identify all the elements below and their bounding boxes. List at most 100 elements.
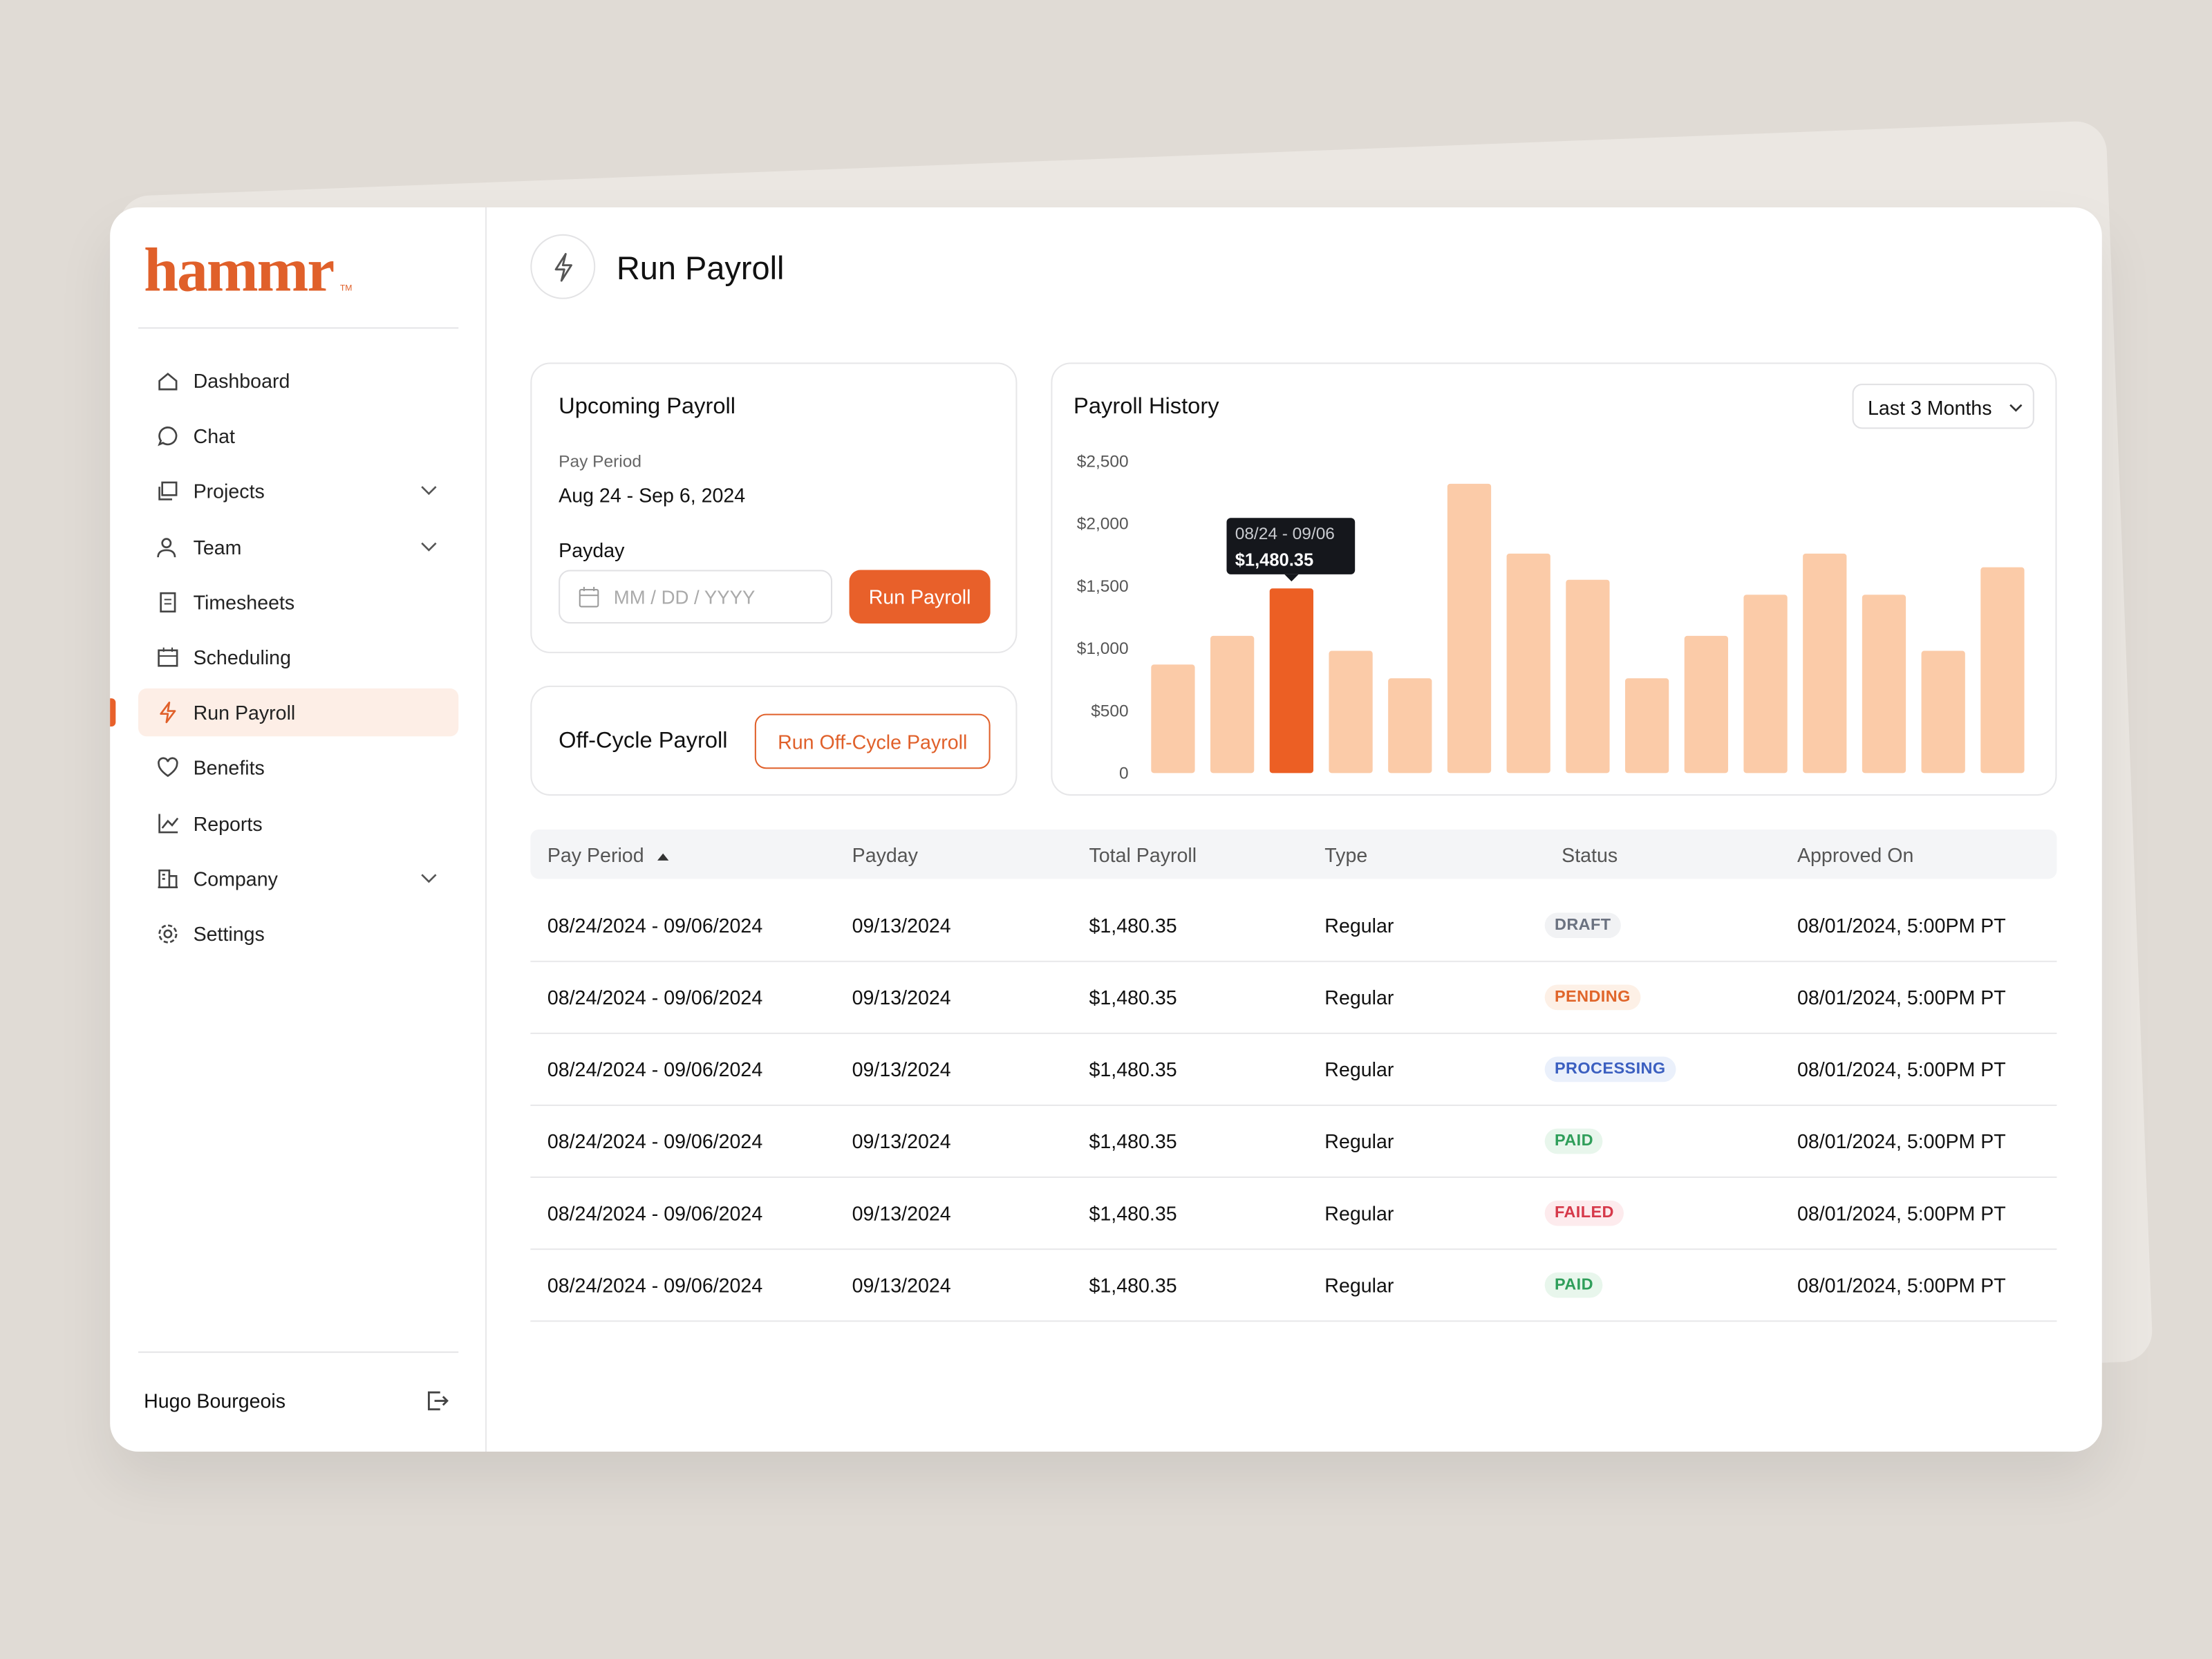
nav-item[interactable]: Team <box>138 523 458 570</box>
divider <box>138 327 459 329</box>
nav-icon <box>160 702 176 724</box>
nav-label: Scheduling <box>193 646 291 669</box>
divider <box>138 1351 459 1353</box>
table-cell: $1,480.35 <box>1089 914 1177 937</box>
table-cell: 08/24/2024 - 09/06/2024 <box>547 1058 763 1081</box>
bar <box>1269 588 1313 774</box>
nav-label: Timesheets <box>193 590 295 614</box>
nav-icon <box>158 647 178 667</box>
status-badge: PROCESSING <box>1544 1056 1676 1082</box>
tooltip-value: $1,480.35 <box>1235 551 1313 570</box>
nav-icon <box>158 869 178 888</box>
logout-icon[interactable] <box>426 1389 449 1412</box>
chart-title: Payroll History <box>1074 395 1219 420</box>
nav-item[interactable]: Timesheets <box>138 578 458 626</box>
table-cell: Regular <box>1324 986 1394 1009</box>
tooltip-arrow <box>1284 574 1299 582</box>
y-tick-label: $2,500 <box>1077 453 1129 471</box>
tooltip-box <box>1226 518 1356 574</box>
off-cycle-card <box>530 685 1018 796</box>
y-tick-label: $500 <box>1091 702 1128 720</box>
nav-item[interactable]: Scheduling <box>138 633 458 681</box>
column-header[interactable]: Payday <box>852 843 918 867</box>
user-name: Hugo Bourgeois <box>144 1389 286 1412</box>
chart: 0 $500 $1,000 $1,500 $2,000 $2,500 08/24 - 09/… <box>1077 453 2025 783</box>
active-marker <box>110 698 116 727</box>
logo: hammr <box>144 235 335 305</box>
nav-label: Company <box>193 867 278 890</box>
nav-item[interactable]: Projects <box>138 467 458 515</box>
table-cell: 09/13/2024 <box>852 1273 951 1297</box>
y-tick-label: $1,500 <box>1077 577 1129 596</box>
column-header[interactable]: Status <box>1562 843 1618 867</box>
bar <box>1803 553 1847 774</box>
nav-item[interactable]: Dashboard <box>138 357 458 404</box>
nav-item[interactable]: Run Payroll <box>138 688 459 737</box>
bar <box>1388 678 1432 774</box>
table-cell: Regular <box>1324 1130 1394 1153</box>
nav-label: Team <box>193 535 242 559</box>
nav-label: Benefits <box>193 756 265 780</box>
table-cell: $1,480.35 <box>1089 986 1177 1009</box>
table-cell: 08/01/2024, 5:00PM PT <box>1797 1058 2006 1081</box>
bar <box>1862 594 1906 774</box>
column-header[interactable]: Approved On <box>1797 843 1914 867</box>
chevron <box>421 541 437 551</box>
run-payroll-button[interactable]: Run Payroll <box>849 570 991 624</box>
table-cell: 08/01/2024, 5:00PM PT <box>1797 986 2006 1009</box>
table-cell: 09/13/2024 <box>852 1058 951 1081</box>
table-cell: 08/24/2024 - 09/06/2024 <box>547 1273 763 1297</box>
bar <box>1447 483 1492 774</box>
nav-label: Run Payroll <box>193 701 296 724</box>
column-header[interactable]: Type <box>1324 843 1368 867</box>
y-tick-label: $2,000 <box>1077 515 1129 534</box>
logo-mark: TM <box>339 285 353 294</box>
nav-item[interactable]: Settings <box>138 910 458 957</box>
bar <box>1980 567 2025 774</box>
status-badge: PAID <box>1544 1272 1604 1298</box>
row-divider <box>530 1032 2057 1034</box>
table-cell: 09/13/2024 <box>852 1201 951 1225</box>
table-cell: 08/24/2024 - 09/06/2024 <box>547 914 763 937</box>
table-cell: 08/24/2024 - 09/06/2024 <box>547 1201 763 1225</box>
table-cell: 08/01/2024, 5:00PM PT <box>1797 1273 2006 1297</box>
table-cell: Regular <box>1324 1058 1394 1081</box>
bar <box>1743 594 1788 774</box>
nav-item[interactable]: Benefits <box>138 744 458 791</box>
table-cell: 09/13/2024 <box>852 914 951 937</box>
nav-item[interactable]: Chat <box>138 412 458 460</box>
tooltip: 08/24 - 09/06 $1,480.35 <box>1226 518 1356 582</box>
bar <box>1210 635 1255 774</box>
card-title: Upcoming Payroll <box>559 395 736 420</box>
range-select[interactable]: Last 3 Months <box>1852 384 2034 429</box>
row-divider <box>530 1177 2057 1179</box>
bar <box>1329 650 1373 774</box>
table-cell: Regular <box>1324 1273 1394 1297</box>
column-header[interactable]: Total Payroll <box>1089 843 1197 867</box>
label: Payday <box>559 538 625 562</box>
nav-item[interactable]: Reports <box>138 799 458 847</box>
select-label: Last 3 Months <box>1868 396 1992 420</box>
tooltip-category: 08/24 - 09/06 <box>1235 525 1335 543</box>
date-input[interactable]: MM / DD / YYYY <box>559 570 833 624</box>
bar <box>1921 650 1965 774</box>
pay-period: Aug 24 - Sep 6, 2024 <box>559 483 746 507</box>
status-badge: DRAFT <box>1544 912 1621 939</box>
table-cell: $1,480.35 <box>1089 1201 1177 1225</box>
off-cycle-button[interactable]: Run Off-Cycle Payroll <box>754 713 991 769</box>
nav-item[interactable]: Company <box>138 854 458 902</box>
nav-icon <box>158 813 179 833</box>
nav-icon <box>158 924 178 944</box>
nav-label: Chat <box>193 424 235 448</box>
nav-icon <box>158 758 178 778</box>
nav-icon <box>160 592 176 612</box>
row-divider <box>530 960 2057 962</box>
nav-icon <box>158 373 178 391</box>
sidebar-divider <box>485 207 487 1452</box>
table-cell: 08/24/2024 - 09/06/2024 <box>547 986 763 1009</box>
table-cell: $1,480.35 <box>1089 1273 1177 1297</box>
bar <box>1151 664 1195 774</box>
column-header[interactable]: Pay Period <box>547 843 671 866</box>
